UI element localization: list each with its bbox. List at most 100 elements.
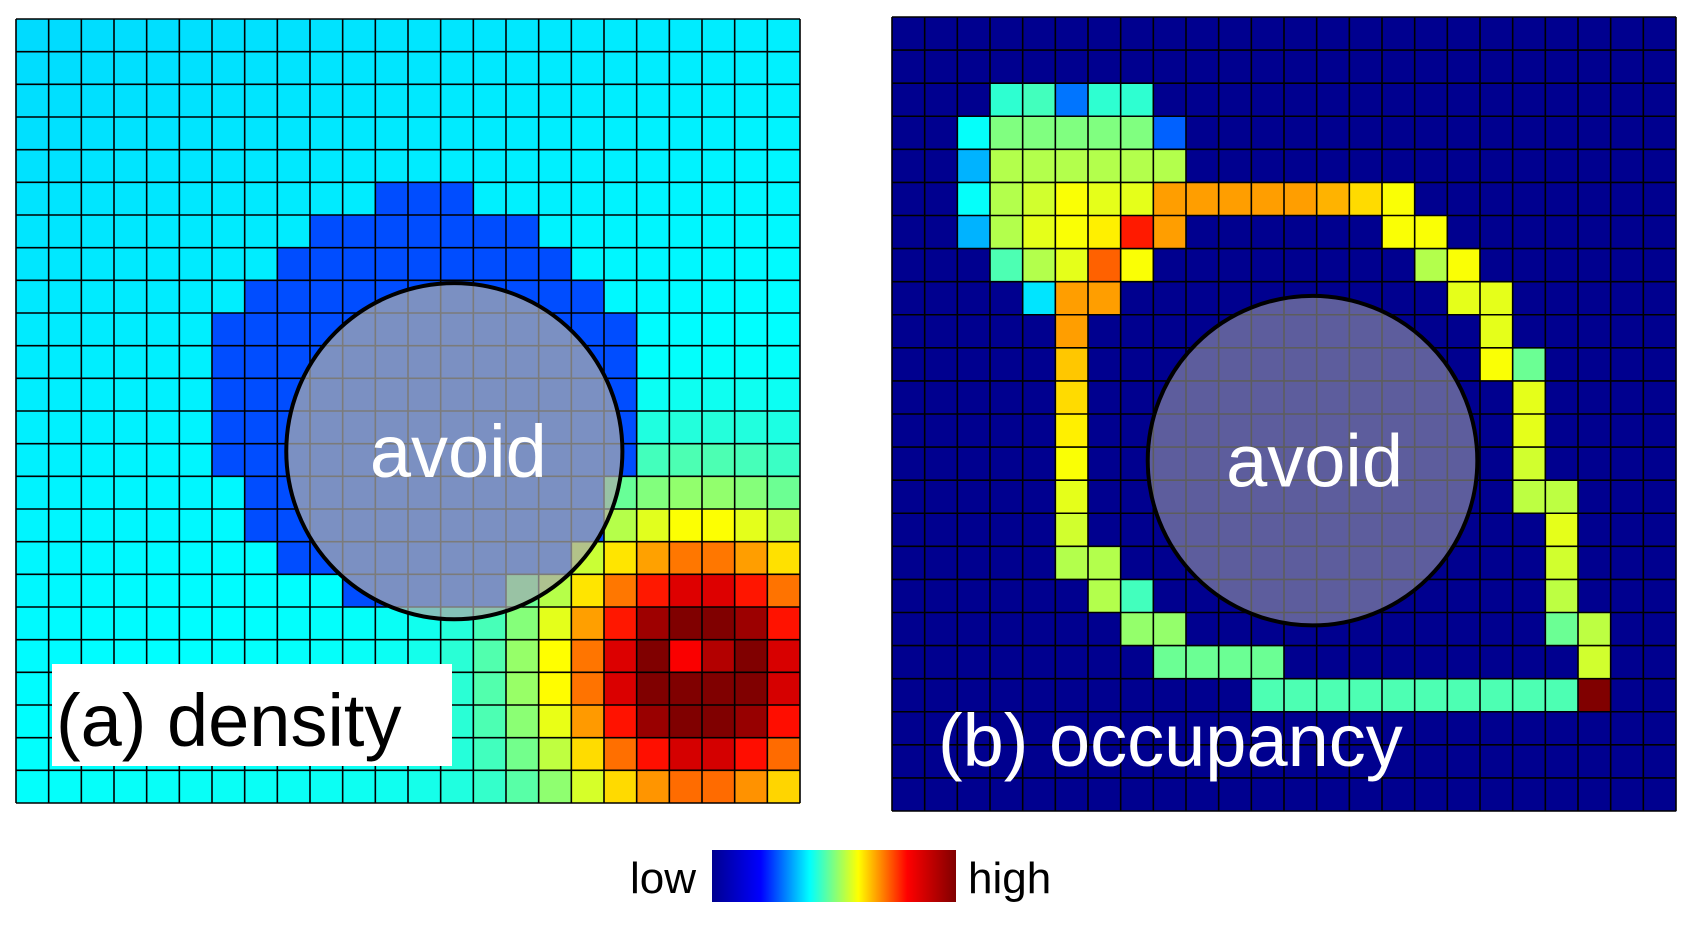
density-cell: [767, 443, 801, 477]
occupancy-path-cell: [1055, 347, 1089, 382]
density-cell: [16, 509, 50, 543]
occupancy-empty-cell: [924, 744, 958, 779]
density-cell: [48, 574, 82, 608]
density-cell: [212, 247, 246, 281]
occupancy-empty-cell: [1022, 380, 1056, 415]
occupancy-empty-cell: [1088, 480, 1122, 514]
occupancy-empty-cell: [1643, 50, 1677, 84]
density-cell: [48, 378, 82, 412]
density-cell: [114, 84, 148, 118]
density-cell: [212, 149, 246, 183]
density-cell: [473, 19, 507, 53]
occupancy-empty-cell: [1480, 17, 1514, 51]
occupancy-empty-cell: [924, 215, 958, 250]
density-cell: [669, 639, 703, 673]
density-cell: [767, 280, 801, 314]
occupancy-empty-cell: [957, 281, 991, 316]
density-cell: [375, 19, 409, 53]
occupancy-empty-cell: [1610, 579, 1644, 613]
occupancy-empty-cell: [1643, 347, 1677, 382]
density-cell: [702, 770, 736, 804]
density-cell: [767, 672, 801, 706]
density-cell: [179, 770, 213, 804]
occupancy-path-cell: [1088, 83, 1122, 117]
occupancy-empty-cell: [1088, 314, 1122, 349]
occupancy-empty-cell: [1480, 414, 1514, 448]
occupancy-path-cell: [1153, 182, 1187, 216]
occupancy-empty-cell: [1414, 17, 1448, 51]
density-cell: [48, 149, 82, 183]
density-cell: [48, 443, 82, 477]
occupancy-path-cell: [1512, 447, 1546, 481]
density-cell: [48, 345, 82, 379]
occupancy-empty-cell: [1610, 281, 1644, 316]
occupancy-empty-cell: [1610, 744, 1644, 779]
occupancy-path-cell: [990, 116, 1024, 150]
density-cell: [440, 247, 474, 281]
density-cell: [48, 247, 82, 281]
occupancy-empty-cell: [1186, 612, 1220, 647]
occupancy-empty-cell: [990, 579, 1024, 613]
density-cell: [767, 149, 801, 183]
density-avoid-label: avoid: [370, 410, 547, 493]
occupancy-empty-cell: [1545, 248, 1579, 283]
density-cell: [16, 476, 50, 510]
occupancy-empty-cell: [1022, 414, 1056, 448]
occupancy-empty-cell: [1610, 480, 1644, 514]
occupancy-empty-cell: [1610, 248, 1644, 283]
occupancy-empty-cell: [924, 50, 958, 84]
occupancy-empty-cell: [1643, 149, 1677, 183]
density-cell: [636, 149, 670, 183]
occupancy-empty-cell: [957, 480, 991, 514]
density-cell: [114, 476, 148, 510]
density-cell: [636, 378, 670, 412]
density-cell: [277, 215, 311, 249]
density-cell: [506, 247, 540, 281]
occupancy-path-cell: [1316, 182, 1350, 216]
density-cell: [734, 19, 768, 53]
occupancy-path-cell: [957, 149, 991, 183]
occupancy-empty-cell: [1610, 711, 1644, 746]
density-cell: [244, 574, 278, 608]
density-cell: [212, 443, 246, 477]
occupancy-empty-cell: [1284, 777, 1318, 812]
occupancy-path-cell: [1382, 215, 1416, 250]
density-cell: [636, 639, 670, 673]
density-cell: [767, 313, 801, 347]
occupancy-empty-cell: [1414, 645, 1448, 680]
density-cell: [702, 574, 736, 608]
occupancy-empty-cell: [1349, 777, 1383, 812]
occupancy-empty-cell: [1088, 645, 1122, 680]
occupancy-empty-cell: [1643, 17, 1677, 51]
occupancy-empty-cell: [1022, 744, 1056, 779]
occupancy-empty-cell: [1545, 149, 1579, 183]
density-cell: [146, 19, 180, 53]
density-cell: [212, 117, 246, 151]
density-cell: [767, 84, 801, 118]
density-cell: [702, 378, 736, 412]
density-cell: [538, 19, 572, 53]
density-cell: [506, 117, 540, 151]
density-cell: [734, 280, 768, 314]
density-cell: [767, 541, 801, 575]
occupancy-empty-cell: [1055, 711, 1089, 746]
occupancy-empty-cell: [924, 645, 958, 680]
occupancy-empty-cell: [1512, 149, 1546, 183]
occupancy-empty-cell: [1251, 777, 1285, 812]
density-cell: [604, 19, 638, 53]
density-cell: [767, 705, 801, 739]
occupancy-path-cell: [1055, 480, 1089, 514]
colorbar: low high: [630, 850, 1051, 903]
occupancy-empty-cell: [1512, 612, 1546, 647]
occupancy-empty-cell: [1382, 50, 1416, 84]
density-cell: [702, 607, 736, 641]
density-cell: [636, 313, 670, 347]
occupancy-empty-cell: [1088, 711, 1122, 746]
occupancy-empty-cell: [1480, 744, 1514, 779]
occupancy-empty-cell: [1610, 347, 1644, 382]
density-cell: [146, 476, 180, 510]
occupancy-path-cell: [1120, 116, 1154, 150]
occupancy-empty-cell: [1578, 480, 1612, 514]
occupancy-empty-cell: [1186, 50, 1220, 84]
density-cell: [538, 737, 572, 771]
